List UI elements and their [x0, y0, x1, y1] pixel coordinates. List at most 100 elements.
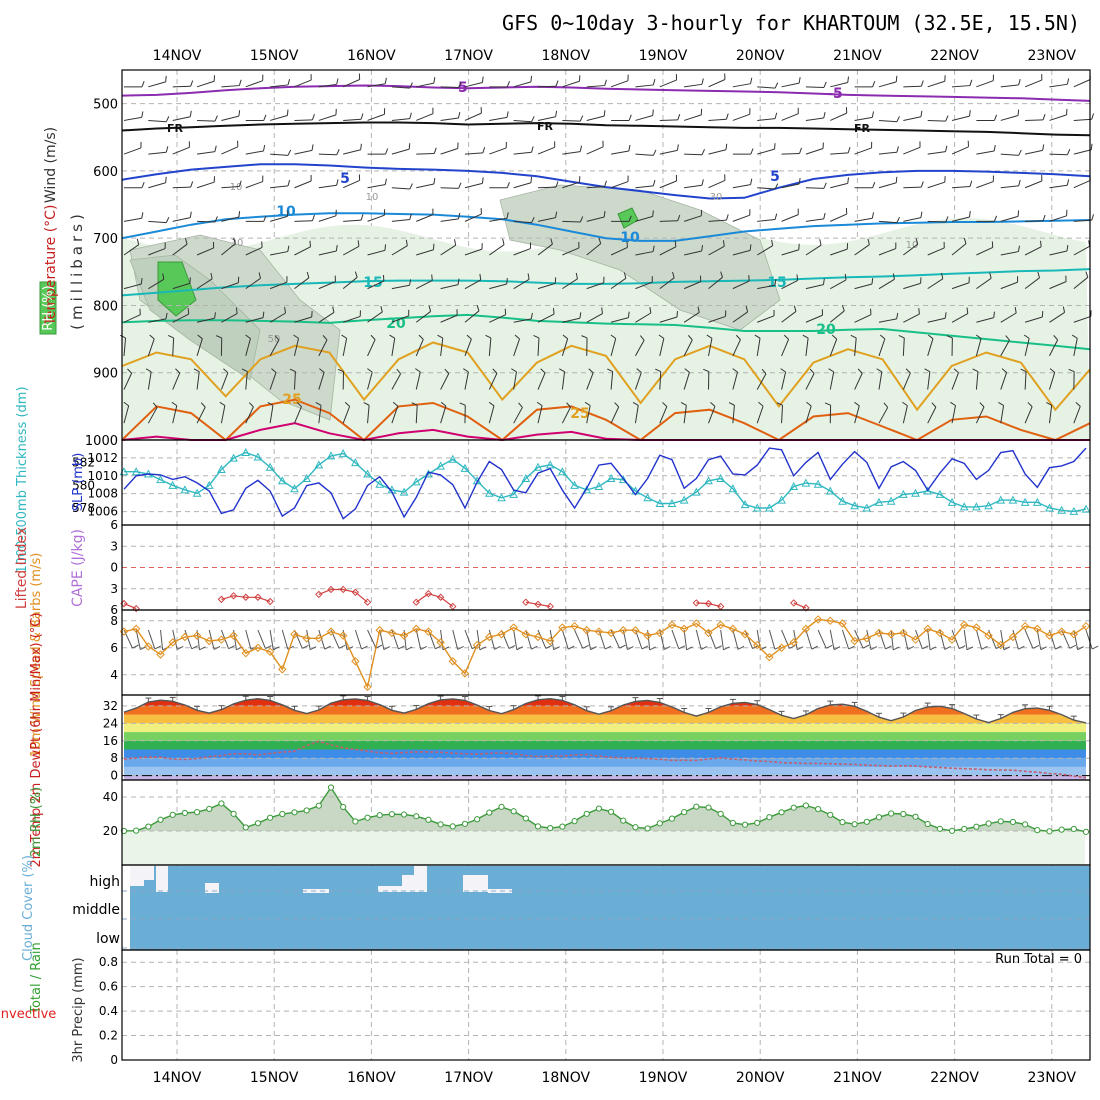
thickness-point [156, 475, 165, 484]
thickness-point [204, 480, 214, 489]
thickness-point [241, 447, 251, 456]
rh2m-point [461, 820, 469, 827]
wind10m-point [886, 630, 896, 639]
rh2m-point [1034, 827, 1041, 834]
thickness-point [302, 473, 311, 483]
rh2m-point [693, 803, 700, 810]
y-tick-label: 0 [110, 769, 118, 783]
thickness-point [1069, 506, 1079, 515]
day-label-top: 23NOV [1027, 48, 1076, 64]
rh2m-point [510, 808, 517, 815]
isotherm--5 [121, 84, 1091, 102]
wind10m-axis-label: 10m Wind Speed & Barbs (m/s) [29, 553, 44, 758]
rh2m-point [522, 815, 529, 822]
thickness-point [217, 464, 226, 473]
rh2m-base-fill [122, 831, 1085, 865]
thickness-point [959, 502, 969, 511]
thickness-point [229, 453, 238, 462]
isotherm-label: FR [854, 122, 871, 135]
slp-axis-label: SLP (mb) [71, 453, 86, 512]
thickness-point [497, 493, 506, 502]
thickness-point [1020, 497, 1030, 506]
y-tick-label: 6 [110, 518, 118, 532]
y-tick-label: 0.6 [99, 980, 118, 994]
lifted-index-point [217, 595, 226, 604]
lifted-index-point [704, 599, 713, 608]
wind10m-point [692, 619, 701, 628]
wind10m-point [789, 638, 798, 647]
wind10m-point [192, 631, 202, 640]
rh2m-point [948, 827, 956, 834]
day-label-bottom: 15NOV [250, 1070, 299, 1086]
thickness-point [789, 481, 799, 490]
rh2m-point [875, 814, 883, 821]
thickness-point [1045, 503, 1054, 512]
wind10m-point [253, 643, 263, 652]
day-label-bottom: 21NOV [833, 1070, 882, 1086]
thickness-point [277, 476, 287, 485]
thickness-point [972, 502, 981, 511]
wind10m-point [399, 631, 409, 640]
rh2m-point [486, 809, 493, 816]
isotherm-label: -5 [452, 80, 468, 96]
wind10m-point [460, 669, 470, 678]
y-tick-label: 0.2 [99, 1029, 118, 1043]
thickness-point [838, 496, 847, 505]
wind10m-point [314, 634, 324, 643]
wind10m-point [485, 632, 494, 642]
rh2m-point [839, 819, 846, 826]
rh2m-point [279, 810, 286, 818]
thickness-point [813, 479, 823, 488]
y-tick-label: 1010 [87, 469, 118, 483]
thickness-point [484, 488, 494, 497]
lifted-index-point [424, 590, 433, 598]
rh2m-point [705, 804, 712, 811]
cloud-level-label: low [96, 931, 120, 947]
wind10m-point [972, 623, 981, 632]
wind10m-point [1033, 624, 1042, 634]
rh2m-point [656, 820, 663, 827]
rh2m-point [498, 803, 505, 810]
day-label-bottom: 20NOV [736, 1070, 785, 1086]
rh-shade-70 [157, 261, 197, 317]
pressure-axis-label: (millibars) [68, 210, 86, 330]
cloud-gap [205, 883, 219, 893]
day-label-bottom: 18NOV [541, 1070, 590, 1086]
rh2m-point [607, 808, 615, 815]
thickness-point [691, 487, 701, 496]
isotherm-label: 20 [386, 316, 406, 332]
isotherm-label: -5 [827, 86, 843, 102]
rh2m-point [1009, 818, 1017, 826]
rh2m-point [754, 819, 761, 826]
rh2m-point [827, 811, 834, 818]
wind10m-point [728, 624, 738, 634]
thickness-point [131, 467, 141, 476]
day-label-top: 17NOV [444, 48, 493, 64]
rh2m-point [206, 805, 213, 813]
wind10m-point [899, 628, 908, 638]
wind10m-point [1008, 632, 1018, 642]
thickness-point [253, 452, 263, 461]
day-label-bottom: 23NOV [1027, 1070, 1076, 1086]
pressure-tick-label: 800 [93, 299, 118, 314]
wind10m-point [996, 640, 1005, 650]
thickness-point [874, 497, 884, 506]
thickness-point [1057, 505, 1066, 514]
thickness-point [886, 496, 896, 505]
day-label-top: 14NOV [153, 48, 202, 64]
rh2m-point [400, 811, 408, 818]
isotherm-10 [121, 212, 1091, 242]
lifted-index-point [254, 593, 262, 601]
cloud-cover-fill [130, 866, 1090, 950]
rh2m-point [193, 809, 201, 816]
y-tick-label: 0.8 [99, 955, 118, 969]
rh2m-point [474, 816, 481, 823]
lifted-index-point [132, 604, 140, 613]
day-label-top: 18NOV [541, 48, 590, 64]
wind10m-point [168, 638, 177, 647]
rh2m-point [1082, 828, 1090, 835]
panel-frame [121, 949, 1091, 1061]
thickness-point [862, 503, 872, 512]
isotherm-30 [121, 398, 1091, 442]
rh2m-point [936, 825, 943, 832]
